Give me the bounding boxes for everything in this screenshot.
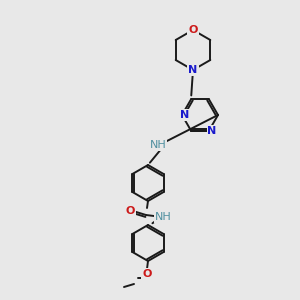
Text: O: O [142,269,152,279]
Text: N: N [188,65,198,75]
Text: O: O [125,206,135,216]
Text: NH: NH [150,140,166,150]
Text: NH: NH [154,212,171,222]
Text: O: O [188,25,198,35]
Text: N: N [180,110,190,120]
Text: N: N [207,126,217,136]
